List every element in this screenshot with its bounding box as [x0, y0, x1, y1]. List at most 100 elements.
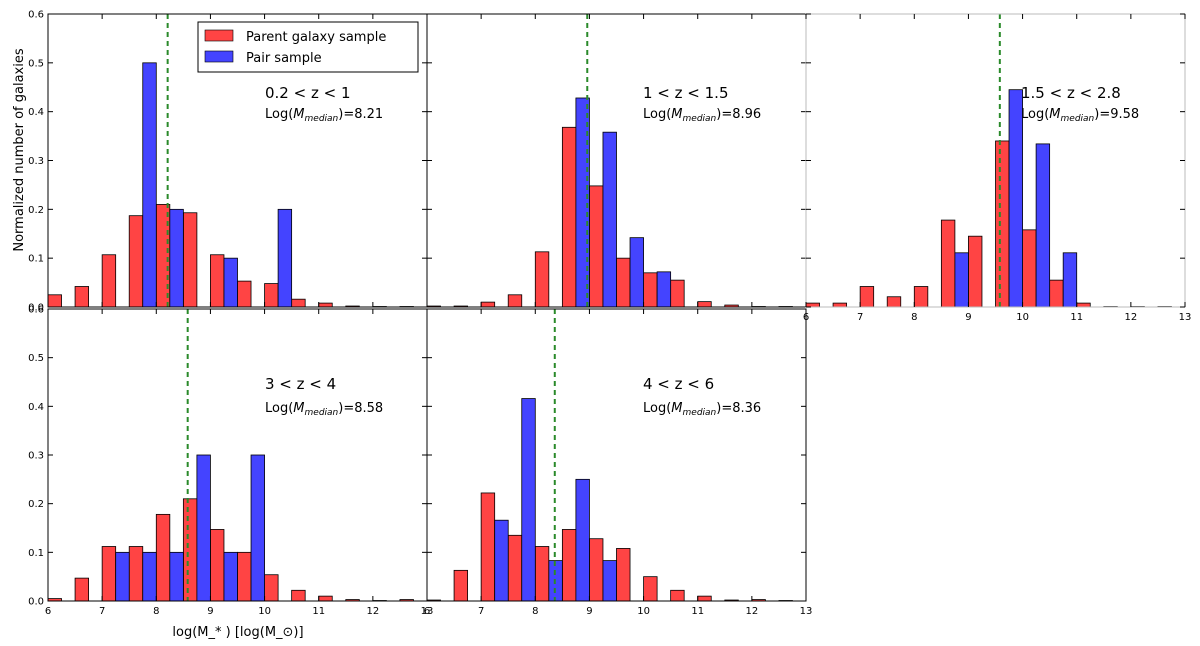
pair-bar — [602, 131, 617, 308]
panel-5: 6 7 8 9 10 11 12 13 4 < z < 6 Log(Mmedian)=8.36 — [424, 308, 813, 617]
legend: Parent galaxy sample Pair sample — [197, 21, 419, 73]
x-tick-label: 13 — [800, 606, 813, 617]
pair-bar — [115, 551, 130, 602]
parent-bar — [128, 546, 144, 602]
parent-bar — [643, 272, 658, 308]
redshift-range-label: 3 < z < 4 — [265, 375, 336, 393]
pair-bar — [1008, 89, 1023, 308]
x-tick-label: 9 — [586, 606, 592, 617]
y-tick-label: 0.1 — [28, 548, 44, 559]
parent-bar — [155, 513, 171, 602]
pair-bar — [954, 252, 969, 308]
parent-bar — [264, 283, 279, 308]
parent-bar — [210, 254, 225, 308]
y-axis-label: Normalized number of galaxies — [12, 48, 27, 251]
parent-bar — [318, 302, 333, 308]
pair-bar — [169, 551, 184, 602]
x-tick-label: 6 — [45, 606, 51, 617]
legend-box — [197, 21, 419, 73]
parent-bar — [561, 529, 577, 602]
y-tick-label: 0.2 — [28, 499, 44, 510]
y-tick-label: 0.4 — [28, 107, 44, 118]
parent-bar — [697, 595, 712, 602]
x-axis-label: log(M_* ) [log(M_⊙)] — [172, 625, 303, 640]
parent-bar — [47, 294, 62, 308]
panel-1: 0.0 0.1 0.2 0.3 0.4 0.5 0.6 0.2 < z < 1 Log(Mmed… — [28, 10, 428, 314]
parent-bar — [534, 546, 550, 602]
y-tick-label: 0.3 — [28, 156, 44, 167]
x-tick-label: 10 — [637, 606, 650, 617]
x-tick-label: 9 — [965, 312, 971, 323]
parent-bar — [182, 212, 198, 308]
legend-swatch — [204, 50, 234, 63]
x-tick-label: 12 — [366, 606, 379, 617]
parent-bar — [968, 235, 983, 308]
pair-bar — [521, 398, 536, 602]
x-tick-label: 10 — [258, 606, 271, 617]
y-tick-label: 0.6 — [28, 10, 44, 21]
x-tick-label: 12 — [745, 606, 758, 617]
x-tick-label: 8 — [153, 606, 159, 617]
panel-4: 6 7 8 9 10 11 12 13 0.0 0.1 0.2 0.3 0.4 0.5 0.6 3 < z <… — [28, 305, 433, 618]
pair-bar — [494, 519, 509, 602]
parent-bar — [670, 279, 685, 308]
pair-bar — [277, 208, 293, 308]
median-mass-label: Log(Mmedian)=9.58 — [1021, 107, 1139, 124]
parent-bar — [237, 280, 252, 308]
parent-bar — [995, 140, 1010, 308]
pair-bar — [1062, 252, 1078, 308]
x-tick-label: 6 — [424, 606, 430, 617]
parent-bar — [74, 286, 90, 308]
parent-bar — [291, 589, 306, 602]
legend-entry: Parent galaxy sample — [246, 30, 386, 45]
parent-bar — [616, 548, 631, 602]
pair-bar — [223, 551, 238, 602]
pair-bar — [196, 454, 211, 602]
parent-bar — [589, 538, 604, 602]
pair-bar — [602, 560, 617, 602]
median-mass-label: Log(Mmedian)=8.36 — [643, 401, 761, 418]
parent-bar — [697, 301, 712, 308]
parent-bar — [940, 219, 956, 308]
parent-bar — [1076, 302, 1091, 308]
x-tick-label: 9 — [207, 606, 213, 617]
parent-bar — [616, 257, 631, 308]
parent-bar — [1022, 229, 1037, 308]
median-mass-label: Log(Mmedian)=8.96 — [643, 107, 761, 124]
legend-entry: Pair sample — [246, 51, 322, 66]
x-tick-label: 7 — [99, 606, 105, 617]
x-tick-label: 11 — [691, 606, 704, 617]
panel-3: 6 7 8 9 10 11 12 131.5 < z < 2.8Log(Mmedian)=9.… — [803, 13, 1191, 323]
redshift-range-label: 1 < z < 1.5 — [643, 84, 728, 102]
parent-bar — [453, 569, 469, 602]
median-mass-label: Log(Mmedian)=8.58 — [265, 401, 383, 418]
pair-bar — [142, 551, 157, 602]
pair-bar — [223, 257, 238, 308]
x-tick-label: 7 — [857, 312, 863, 323]
parent-bar — [913, 286, 929, 308]
median-mass-label: Log(Mmedian)=8.21 — [265, 107, 383, 124]
x-tick-label: 10 — [1016, 312, 1029, 323]
y-tick-label: 0.1 — [28, 254, 44, 265]
x-tick-label: 8 — [911, 312, 917, 323]
pair-bar — [575, 478, 590, 602]
parent-bar — [886, 296, 902, 308]
parent-bar — [318, 595, 333, 602]
y-tick-label: 0.5 — [28, 58, 44, 69]
y-tick-label: 0.5 — [28, 353, 44, 364]
parent-bar — [859, 286, 875, 308]
redshift-range-label: 4 < z < 6 — [643, 375, 714, 393]
parent-bar — [210, 529, 225, 602]
pair-bar — [250, 454, 265, 602]
x-tick-label: 11 — [312, 606, 325, 617]
parent-bar — [155, 204, 171, 308]
parent-bar — [237, 551, 252, 602]
y-tick-label: 0.2 — [28, 205, 44, 216]
x-tick-label: 13 — [421, 606, 434, 617]
parent-bar — [264, 574, 279, 602]
x-tick-label: 11 — [1070, 312, 1083, 323]
y-tick-label: 0.0 — [28, 597, 44, 608]
parent-bar — [507, 534, 523, 602]
parent-bar — [670, 589, 685, 602]
y-tick-label: 0.3 — [28, 451, 44, 462]
